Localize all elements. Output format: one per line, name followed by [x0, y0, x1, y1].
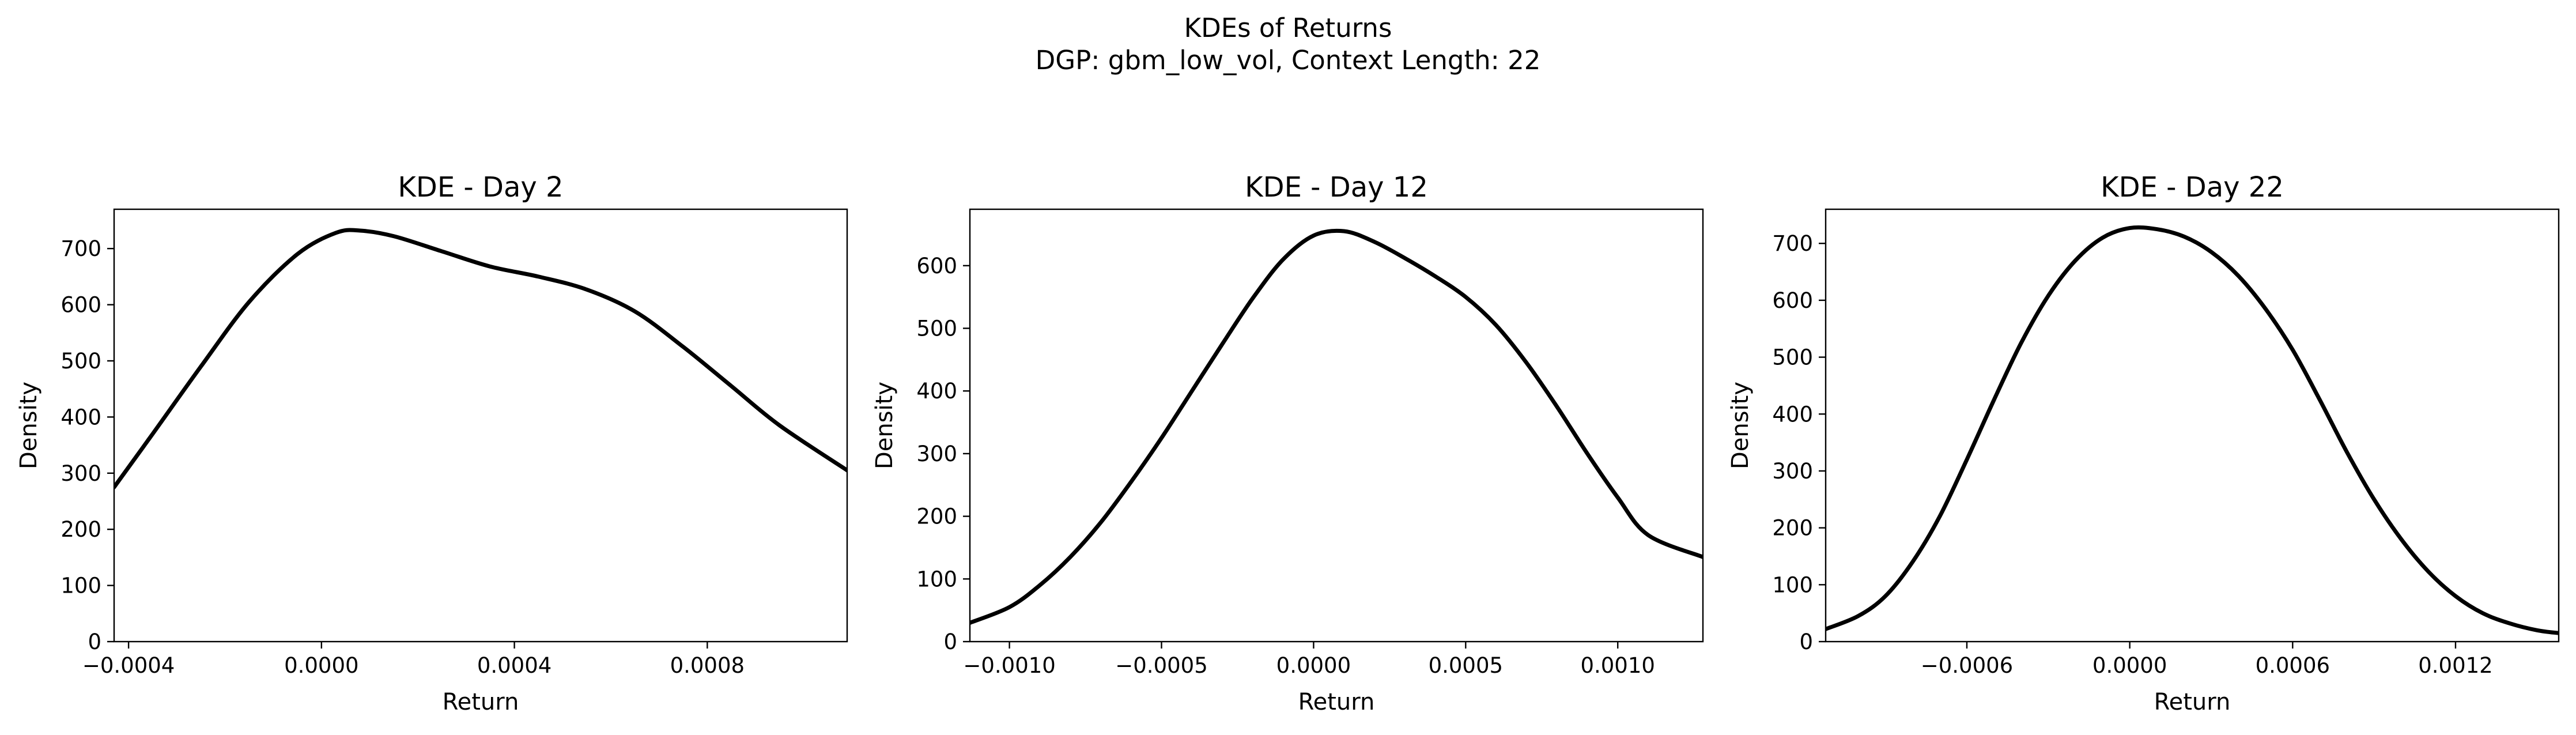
x-tick-label: −0.0005: [1115, 653, 1207, 678]
axes-frame: [969, 208, 1704, 643]
y-tick-label: 400: [916, 379, 957, 404]
y-tick-label: 0: [1799, 630, 1813, 654]
figure-suptitle-line2: DGP: gbm_low_vol, Context Length: 22: [1036, 45, 1541, 76]
x-tick-label: 0.0010: [1580, 653, 1655, 678]
y-axis-label: Density: [16, 382, 42, 469]
y-tick-label: 500: [1772, 345, 1813, 370]
subplot-title: KDE - Day 22: [2101, 171, 2284, 203]
axes-frame: [113, 208, 848, 643]
x-tick-label: 0.0005: [1429, 653, 1503, 678]
x-tick-label: 0.0004: [477, 653, 552, 678]
x-tick-label: −0.0010: [963, 653, 1055, 678]
y-tick-label: 100: [61, 574, 101, 598]
y-tick-label: 500: [61, 349, 101, 374]
y-axis-label: Density: [871, 382, 898, 469]
y-tick-label: 600: [916, 254, 957, 278]
y-tick-label: 500: [916, 316, 957, 341]
kde-curve: [114, 228, 847, 489]
subplot-1: KDE - Day 2 0 100 200 300 400 500 600 700 −0.0004…: [16, 171, 848, 715]
x-axis-label: Return: [1298, 689, 1375, 715]
y-tick-label: 0: [943, 630, 957, 654]
x-tick-label: 0.0012: [2418, 653, 2492, 678]
subplot-title: KDE - Day 12: [1245, 171, 1428, 203]
y-tick-label: 200: [61, 517, 101, 542]
y-axis-label: Density: [1727, 382, 1754, 469]
x-tick-label: 0.0006: [2256, 653, 2330, 678]
y-tick-label: 300: [1772, 459, 1813, 484]
y-tick-label: 700: [1772, 231, 1813, 256]
y-tick-label: 400: [1772, 402, 1813, 427]
y-tick-label: 300: [61, 461, 101, 486]
x-tick-label: −0.0004: [82, 653, 175, 678]
x-axis-label: Return: [2154, 689, 2231, 715]
y-tick-label: 200: [1772, 516, 1813, 541]
y-tick-label: 600: [1772, 288, 1813, 313]
axes-frame: [1825, 208, 2560, 643]
y-tick-label: 0: [88, 630, 101, 654]
x-tick-label: 0.0000: [284, 653, 358, 678]
y-tick-label: 400: [61, 405, 101, 429]
subplot-2: KDE - Day 12 0 100 200 300 400 500 600 −0.0010 −0…: [871, 171, 1704, 715]
subplot-3: KDE - Day 22 0 100 200 300 400 500 600 700 −0.000…: [1727, 171, 2560, 715]
y-tick-label: 200: [916, 504, 957, 529]
x-tick-label: −0.0006: [1921, 653, 2013, 678]
y-tick-label: 700: [61, 236, 101, 261]
y-tick-label: 300: [916, 442, 957, 466]
x-tick-label: 0.0000: [1276, 653, 1351, 678]
x-tick-label: 0.0008: [670, 653, 745, 678]
kde-curve: [970, 228, 1703, 625]
y-tick-label: 100: [916, 567, 957, 591]
subplot-title: KDE - Day 2: [398, 171, 563, 203]
x-axis-label: Return: [443, 689, 519, 715]
kde-curve: [1826, 225, 2559, 635]
x-tick-label: 0.0000: [2092, 653, 2167, 678]
y-tick-label: 600: [61, 293, 101, 318]
y-tick-label: 100: [1772, 572, 1813, 597]
figure-suptitle-line1: KDEs of Returns: [1184, 13, 1392, 43]
